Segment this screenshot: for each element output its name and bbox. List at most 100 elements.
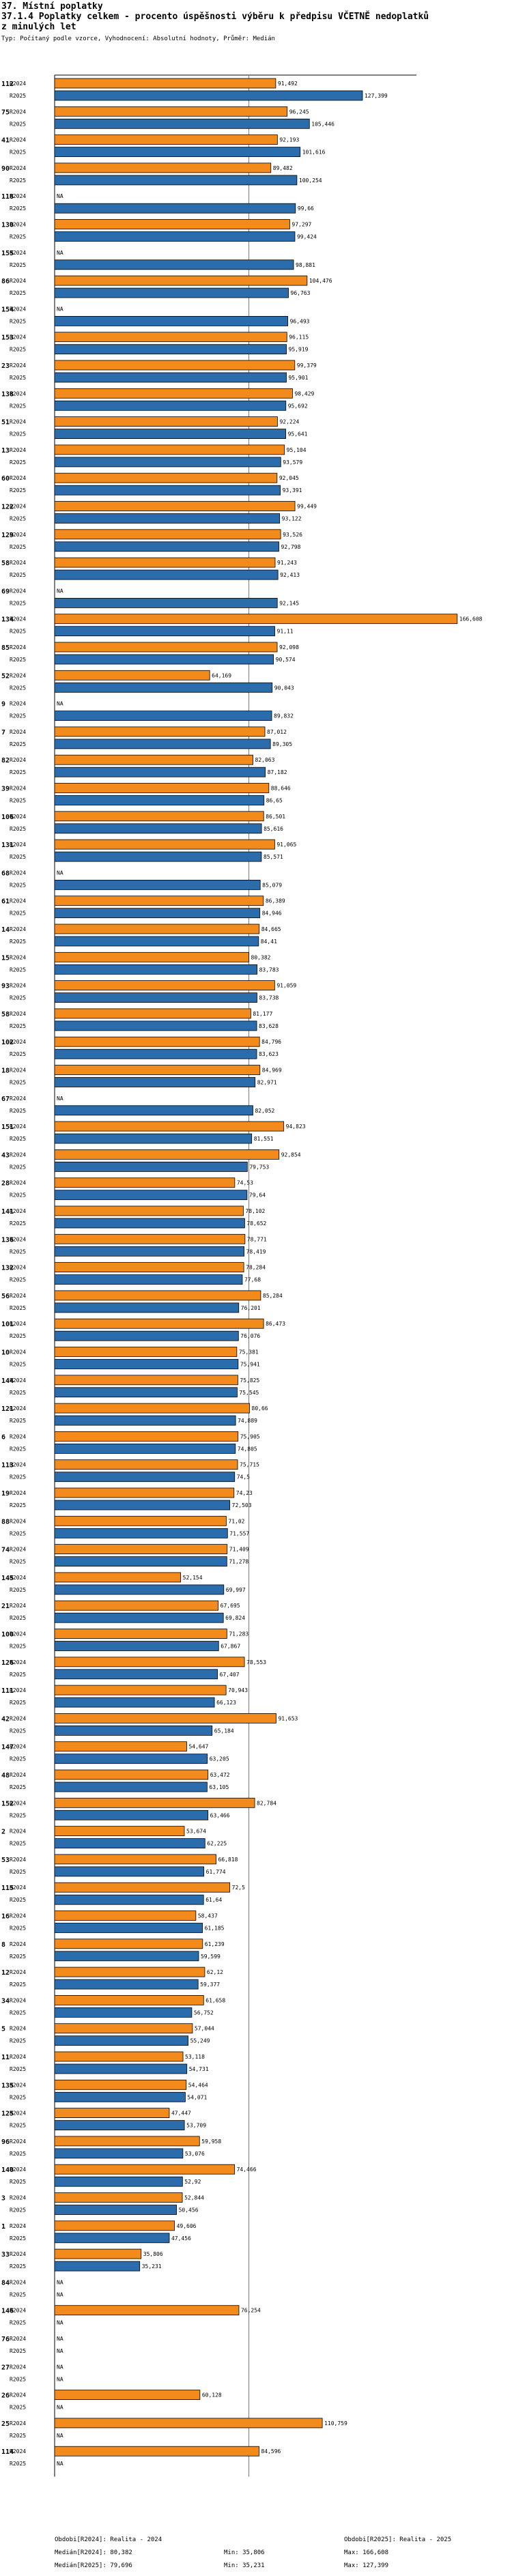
category-label: 135 bbox=[1, 2082, 14, 2089]
series-label-r2024: R2024 bbox=[10, 1349, 26, 1356]
series-label-r2024: R2024 bbox=[10, 278, 26, 284]
series-label-r2024: R2024 bbox=[10, 1997, 26, 2003]
series-label-r2024: R2024 bbox=[10, 1829, 26, 1835]
bar-r2024 bbox=[54, 2023, 193, 2034]
series-label-r2024: R2024 bbox=[10, 1715, 26, 1721]
value-label-r2024: 88,646 bbox=[271, 786, 291, 792]
series-label-r2024: R2024 bbox=[10, 2026, 26, 2032]
category-label: 152 bbox=[1, 1800, 14, 1807]
bar-r2025 bbox=[54, 880, 261, 890]
value-label-r2025: 69,824 bbox=[225, 1615, 245, 1621]
footer-min-2024: Min: 35,806 bbox=[224, 2549, 265, 2556]
value-label-r2025: 47,456 bbox=[171, 2235, 191, 2242]
bar-r2025 bbox=[54, 457, 281, 468]
value-label-r2024: 66,818 bbox=[218, 1857, 238, 1863]
category-label: 61 bbox=[1, 898, 10, 906]
category-label: 27 bbox=[1, 2364, 10, 2371]
series-label-r2024: R2024 bbox=[10, 2448, 26, 2455]
category-label: 53 bbox=[1, 1857, 10, 1864]
value-label-r2024: 53,674 bbox=[186, 1829, 206, 1835]
value-label-r2025: 76,076 bbox=[240, 1333, 260, 1339]
bar-r2024 bbox=[54, 1685, 227, 1695]
value-label-r2025: 83,623 bbox=[259, 1051, 279, 1057]
value-label-r2024: 71,283 bbox=[229, 1631, 248, 1637]
bar-r2025 bbox=[54, 908, 261, 919]
value-label-r2024: 84,969 bbox=[262, 1068, 282, 1074]
series-label-r2025: R2025 bbox=[10, 234, 26, 240]
bar-r2025 bbox=[54, 400, 287, 411]
series-label-r2025: R2025 bbox=[10, 375, 26, 381]
value-label-r2025: 105,446 bbox=[311, 121, 335, 127]
series-label-r2024: R2024 bbox=[10, 2082, 26, 2088]
value-label-r2025: 83,783 bbox=[259, 967, 279, 973]
bar-r2025 bbox=[54, 1105, 253, 1116]
value-label-r2025: 53,709 bbox=[186, 2123, 206, 2129]
bar-r2025 bbox=[54, 569, 279, 580]
category-label: 144 bbox=[1, 1377, 14, 1385]
bar-r2024 bbox=[54, 388, 293, 399]
series-label-r2025: R2025 bbox=[10, 1728, 26, 1734]
bar-r2024 bbox=[54, 1882, 231, 1893]
series-label-r2025: R2025 bbox=[10, 2179, 26, 2185]
category-label: 132 bbox=[1, 1265, 14, 1272]
series-label-r2024: R2024 bbox=[10, 1293, 26, 1299]
bar-r2025 bbox=[54, 1754, 208, 1764]
value-label-r2024: 84,796 bbox=[261, 1039, 281, 1045]
category-label: 106 bbox=[1, 814, 14, 821]
bar-r2024 bbox=[54, 529, 281, 540]
series-label-r2024: R2024 bbox=[10, 1462, 26, 1468]
bar-r2024 bbox=[54, 1347, 238, 1357]
chart-subtitle: Typ: Počítaný podle vzorce, Vyhodnocení:… bbox=[1, 35, 275, 42]
series-label-r2024: R2024 bbox=[10, 701, 26, 707]
value-label-r2025: 89,832 bbox=[274, 713, 294, 719]
series-label-r2025: R2025 bbox=[10, 854, 26, 860]
bar-r2025 bbox=[54, 1133, 253, 1144]
category-label: 111 bbox=[1, 1687, 14, 1695]
value-label-r2025: 62,225 bbox=[207, 1841, 227, 1847]
value-label-r2025: 63,466 bbox=[210, 1812, 230, 1818]
bar-r2024 bbox=[54, 1431, 239, 1442]
bar-r2024 bbox=[54, 1769, 209, 1780]
value-label-r2025: 79,64 bbox=[249, 1192, 266, 1199]
series-label-r2024: R2024 bbox=[10, 1659, 26, 1665]
bar-r2024 bbox=[54, 1459, 238, 1470]
series-label-r2024: R2024 bbox=[10, 419, 26, 425]
value-label-r2025: 95,641 bbox=[288, 431, 308, 438]
category-label: 118 bbox=[1, 193, 14, 201]
category-label: 140 bbox=[1, 2166, 14, 2174]
series-label-r2025: R2025 bbox=[10, 431, 26, 438]
value-label-r2025: 85,079 bbox=[262, 882, 282, 888]
value-label-r2025: 50,456 bbox=[179, 2207, 199, 2214]
bar-r2024 bbox=[54, 1826, 185, 1837]
category-label: 115 bbox=[1, 1885, 14, 1892]
bar-r2024 bbox=[54, 557, 276, 568]
series-label-r2025: R2025 bbox=[10, 2009, 26, 2016]
category-label: 131 bbox=[1, 842, 14, 849]
value-label-r2025: 87,182 bbox=[268, 769, 287, 775]
series-label-r2025: R2025 bbox=[10, 1362, 26, 1368]
bar-r2025 bbox=[54, 1077, 256, 1087]
series-label-r2024: R2024 bbox=[10, 1265, 26, 1271]
series-label-r2025: R2025 bbox=[10, 1390, 26, 1396]
series-label-r2025: R2025 bbox=[10, 2094, 26, 2100]
bar-r2024 bbox=[54, 2390, 201, 2401]
bar-r2025 bbox=[54, 344, 287, 355]
footer-min-2025: Min: 35,231 bbox=[224, 2562, 265, 2569]
category-label: 21 bbox=[1, 1603, 10, 1610]
value-label-r2025: 98,881 bbox=[296, 262, 315, 268]
value-label-r2025: 74,805 bbox=[238, 1446, 257, 1452]
category-label: 146 bbox=[1, 2308, 14, 2315]
category-label: 153 bbox=[1, 334, 14, 342]
value-label-r2024: 80,66 bbox=[252, 1405, 268, 1412]
series-label-r2024: R2024 bbox=[10, 362, 26, 369]
series-label-r2024: R2024 bbox=[10, 1857, 26, 1863]
value-label-r2024: 91,065 bbox=[276, 842, 296, 848]
bar-r2024 bbox=[54, 360, 296, 371]
value-label-r2024: 95,104 bbox=[287, 447, 307, 453]
bar-r2025 bbox=[54, 598, 278, 608]
series-label-r2025: R2025 bbox=[10, 1784, 26, 1790]
series-label-r2025: R2025 bbox=[10, 1700, 26, 1706]
na-label-r2024: NA bbox=[57, 2279, 63, 2285]
series-label-r2024: R2024 bbox=[10, 1096, 26, 1102]
value-label-r2024: 92,224 bbox=[279, 419, 299, 425]
